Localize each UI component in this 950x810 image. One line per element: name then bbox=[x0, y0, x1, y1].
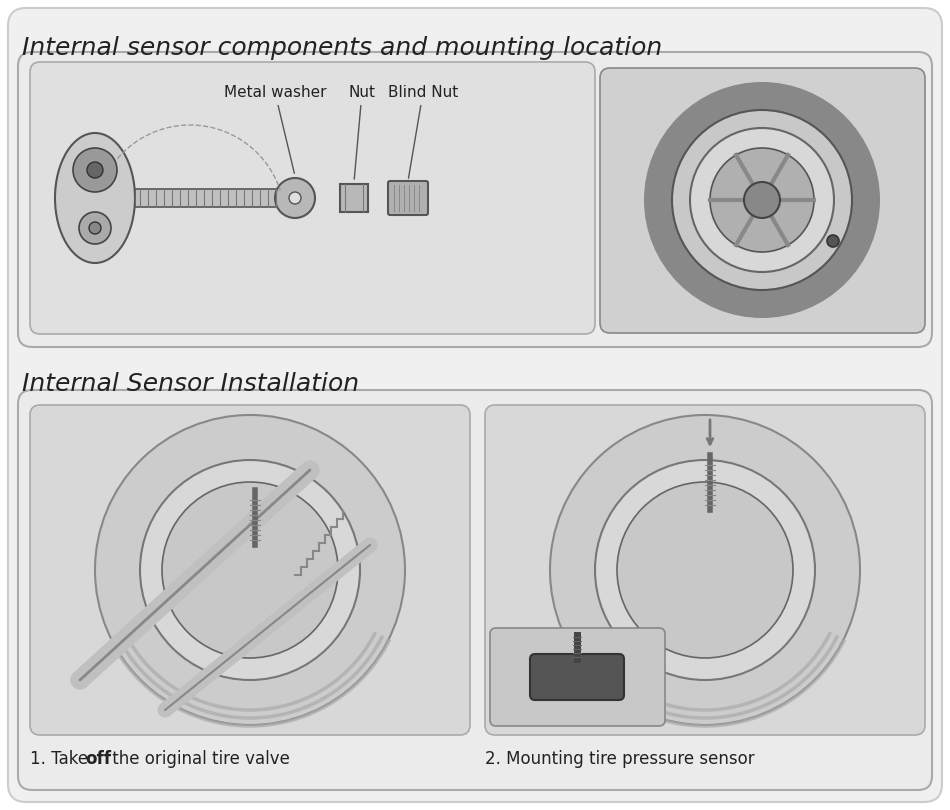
FancyBboxPatch shape bbox=[530, 654, 624, 700]
Text: the original tire valve: the original tire valve bbox=[107, 750, 290, 768]
Text: Internal Sensor Installation: Internal Sensor Installation bbox=[22, 372, 359, 396]
Circle shape bbox=[550, 415, 860, 725]
FancyBboxPatch shape bbox=[485, 405, 925, 735]
Text: Nut: Nut bbox=[349, 85, 375, 179]
Circle shape bbox=[595, 460, 815, 680]
Text: off: off bbox=[85, 750, 111, 768]
Circle shape bbox=[87, 162, 103, 178]
Circle shape bbox=[744, 182, 780, 218]
Circle shape bbox=[95, 415, 405, 725]
FancyBboxPatch shape bbox=[18, 390, 932, 790]
Circle shape bbox=[140, 460, 360, 680]
FancyBboxPatch shape bbox=[600, 68, 925, 333]
FancyBboxPatch shape bbox=[8, 8, 942, 802]
Circle shape bbox=[79, 212, 111, 244]
Circle shape bbox=[644, 82, 880, 318]
Circle shape bbox=[73, 148, 117, 192]
Circle shape bbox=[162, 482, 338, 658]
Circle shape bbox=[690, 128, 834, 272]
Text: 2. Mounting tire pressure sensor: 2. Mounting tire pressure sensor bbox=[485, 750, 754, 768]
Text: 1. Take: 1. Take bbox=[30, 750, 93, 768]
FancyBboxPatch shape bbox=[490, 628, 665, 726]
Circle shape bbox=[710, 148, 814, 252]
Circle shape bbox=[827, 235, 839, 247]
Circle shape bbox=[672, 110, 852, 290]
FancyBboxPatch shape bbox=[18, 52, 932, 347]
Ellipse shape bbox=[55, 133, 135, 263]
Circle shape bbox=[617, 482, 793, 658]
Text: Blind Nut: Blind Nut bbox=[388, 85, 458, 178]
Bar bbox=[340, 184, 368, 212]
Text: Internal sensor components and mounting location: Internal sensor components and mounting … bbox=[22, 36, 662, 60]
FancyBboxPatch shape bbox=[388, 181, 428, 215]
Circle shape bbox=[89, 222, 101, 234]
Bar bbox=[135, 189, 285, 207]
FancyBboxPatch shape bbox=[30, 405, 470, 735]
FancyBboxPatch shape bbox=[30, 62, 595, 334]
Text: Metal washer: Metal washer bbox=[224, 85, 326, 173]
Circle shape bbox=[275, 178, 315, 218]
Circle shape bbox=[289, 192, 301, 204]
